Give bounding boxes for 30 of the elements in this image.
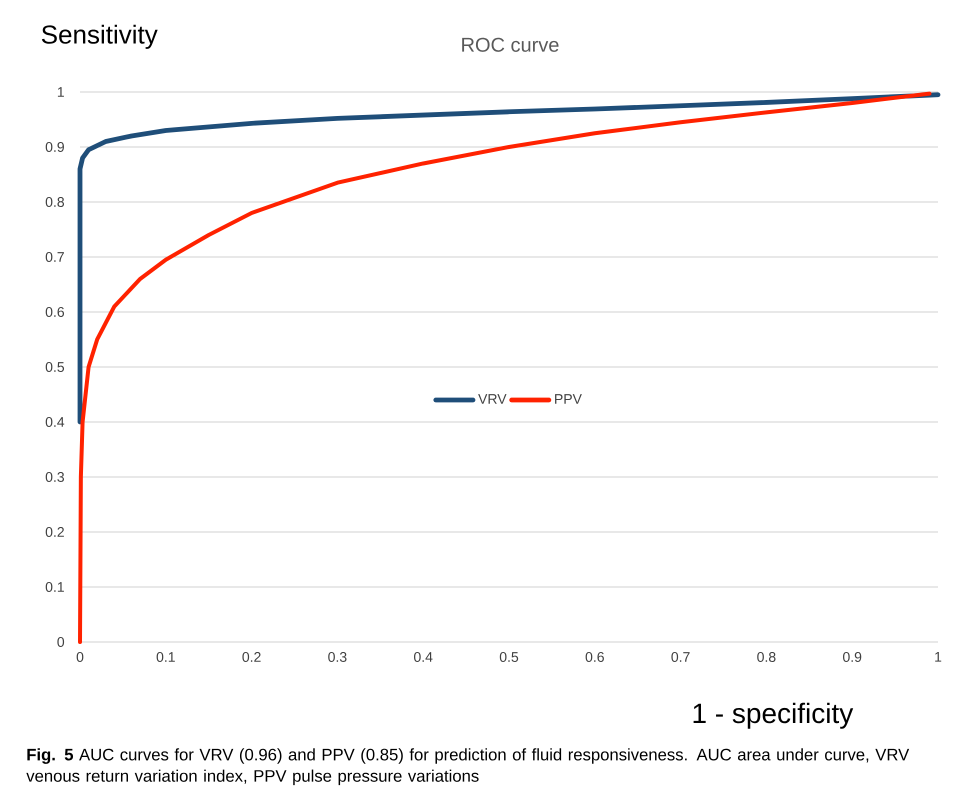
- x-tick-label: 0.3: [328, 652, 347, 662]
- x-tick-label: 0.1: [156, 652, 175, 662]
- y-tick-label: 0.1: [46, 582, 64, 592]
- y-tick-label: 1: [58, 87, 64, 97]
- x-tick-label: 0.5: [500, 652, 518, 662]
- x-tick-label: 1: [935, 652, 942, 662]
- y-tick-label: 0.5: [46, 362, 64, 372]
- x-tick-label: 0.9: [843, 652, 862, 662]
- y-tick-label: 0: [57, 637, 64, 647]
- y-tick-label: 0.4: [46, 417, 64, 427]
- x-tick-label: 0: [76, 652, 84, 662]
- x-tick-label: 0.6: [586, 652, 604, 662]
- y-tick-label: 0.9: [46, 142, 64, 152]
- line-series: [78, 92, 940, 424]
- line-series: [78, 92, 932, 644]
- legend-label: VRV: [478, 394, 507, 404]
- chart-title: ROC curve: [462, 38, 559, 52]
- x-tick-label: 0.7: [671, 652, 690, 662]
- text: Fig. 5 AUC curves for VRV (0.96) and PPV (0.85) for prediction of fluid responsiveness. AUC area under curve, VRV venous return variation index, PPV pulse pressure variations: [26, 748, 910, 786]
- y-tick-label: 0.8: [46, 197, 64, 207]
- y-tick-label: 0.3: [46, 472, 64, 482]
- x-tick-label: 0.4: [414, 652, 433, 662]
- y-tick-label: 0.2: [46, 527, 64, 537]
- x-tick-label: 0.8: [757, 652, 776, 662]
- y-tick-label: 0.6: [46, 307, 64, 317]
- x-tick-label: 0.2: [242, 652, 261, 662]
- x-axis-title: 1 - specificity: [694, 702, 854, 729]
- y-tick-label: 0.7: [46, 252, 64, 262]
- y-axis-title: Sensitivity: [42, 24, 158, 49]
- legend-label: PPV: [555, 394, 582, 404]
